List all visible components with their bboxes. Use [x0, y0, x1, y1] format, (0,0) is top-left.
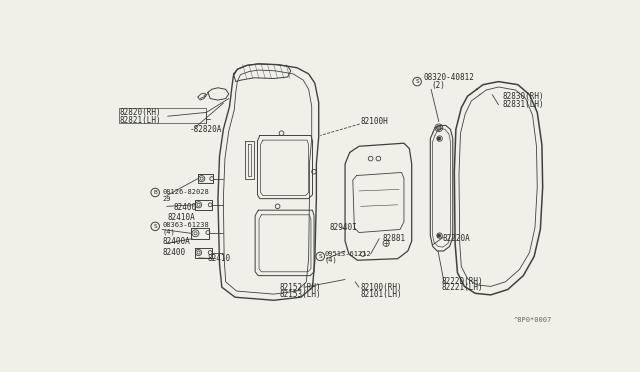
Text: 82221(LH): 82221(LH) — [441, 283, 483, 292]
Text: S: S — [318, 254, 322, 259]
Text: 82830(RH): 82830(RH) — [502, 93, 544, 102]
Text: 82100(RH): 82100(RH) — [360, 283, 402, 292]
Text: 82940I: 82940I — [330, 224, 357, 232]
Text: 82100H: 82100H — [360, 117, 388, 126]
Text: 82400: 82400 — [163, 248, 186, 257]
Text: B: B — [154, 190, 157, 195]
Text: 82821(LH): 82821(LH) — [120, 116, 161, 125]
Text: (2): (2) — [431, 81, 445, 90]
Text: 82410A: 82410A — [168, 213, 195, 222]
Text: 82820(RH): 82820(RH) — [120, 108, 161, 117]
Text: 82831(LH): 82831(LH) — [502, 100, 544, 109]
Text: 08320-40812: 08320-40812 — [423, 73, 474, 82]
Text: 09513-61212: 09513-61212 — [325, 251, 372, 257]
Circle shape — [436, 125, 441, 130]
Text: S: S — [154, 224, 157, 229]
Text: -82820A: -82820A — [190, 125, 223, 134]
Text: 82410: 82410 — [208, 254, 231, 263]
Text: 82101(LH): 82101(LH) — [360, 290, 402, 299]
Text: 29: 29 — [163, 196, 172, 202]
Text: 08126-82028: 08126-82028 — [163, 189, 210, 195]
Text: 82400A: 82400A — [163, 237, 191, 246]
Text: 82152(RH): 82152(RH) — [280, 283, 321, 292]
Text: (4): (4) — [163, 228, 175, 235]
Text: (4): (4) — [325, 257, 338, 263]
Text: 08363-61238: 08363-61238 — [163, 222, 210, 228]
Text: ^8P0*0007: ^8P0*0007 — [514, 317, 552, 323]
Text: 82153(LH): 82153(LH) — [280, 290, 321, 299]
Text: 82220(RH): 82220(RH) — [441, 276, 483, 286]
Text: 82220A: 82220A — [443, 234, 470, 243]
Text: S: S — [415, 79, 419, 84]
Text: 82400: 82400 — [173, 203, 196, 212]
Circle shape — [437, 234, 440, 237]
Circle shape — [437, 137, 440, 140]
Text: 82881: 82881 — [382, 234, 405, 243]
